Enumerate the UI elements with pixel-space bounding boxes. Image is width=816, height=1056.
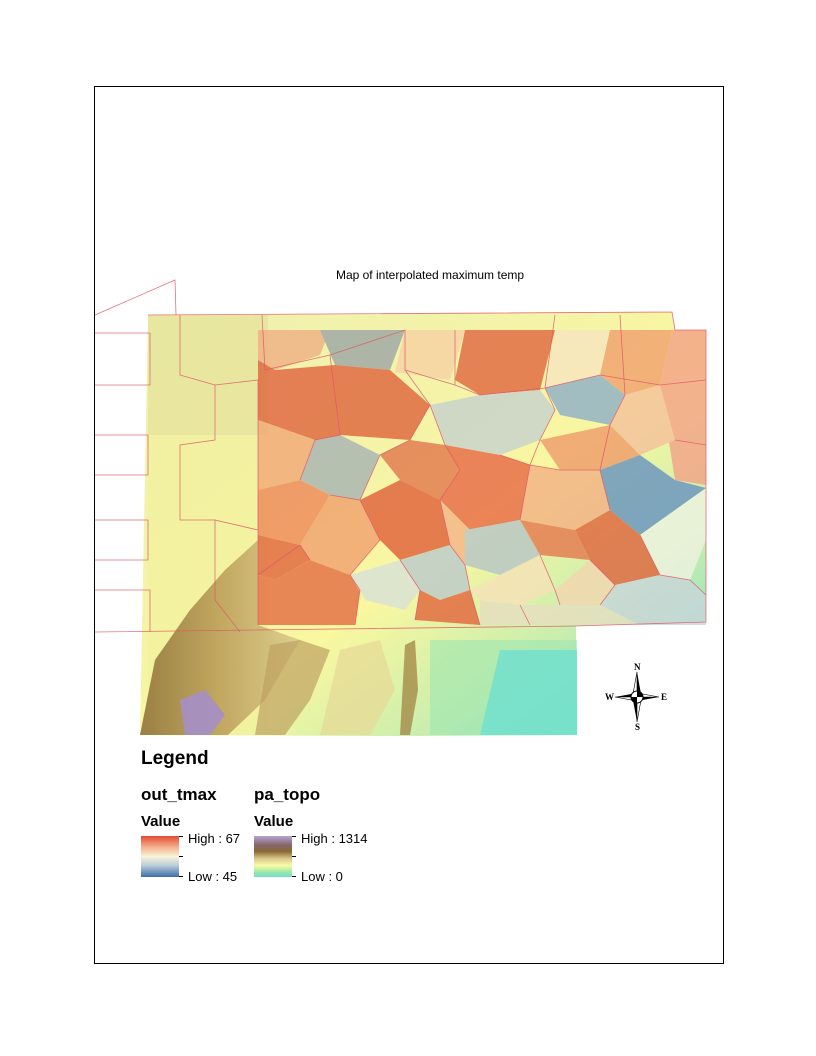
legend-high-label: High : 1314 (301, 831, 368, 846)
ramp-tick (292, 856, 296, 857)
legend-heading: Legend (141, 748, 209, 769)
ramp-tick (179, 856, 183, 857)
interpolated-tmax-raster (258, 330, 706, 625)
ramp-tick (292, 836, 296, 837)
north-arrow: N S W E (605, 662, 669, 732)
compass-s-label: S (635, 722, 641, 732)
ramp-tick (179, 836, 183, 837)
legend-layer-name: out_tmax (141, 785, 217, 804)
legend-value-label: Value (254, 813, 294, 830)
ramp-tick (179, 876, 183, 877)
ramp-tick (292, 876, 296, 877)
county-boundaries (94, 279, 707, 633)
compass-e-label: E (661, 692, 668, 702)
compass-w-label: W (605, 692, 614, 702)
legend-layer-name: pa_topo (254, 785, 321, 804)
tmax-color-ramp (141, 836, 179, 877)
topo-color-ramp (254, 836, 292, 877)
legend-high-label: High : 67 (188, 831, 241, 846)
map-title: Map of interpolated maximum temp (335, 268, 525, 282)
map-layout-frame (94, 86, 724, 964)
compass-n-label: N (634, 662, 641, 672)
legend-low-label: Low : 45 (188, 869, 238, 884)
compass-rose-icon (614, 671, 660, 723)
legend-low-label: Low : 0 (301, 869, 343, 884)
legend-value-label: Value (141, 813, 181, 830)
